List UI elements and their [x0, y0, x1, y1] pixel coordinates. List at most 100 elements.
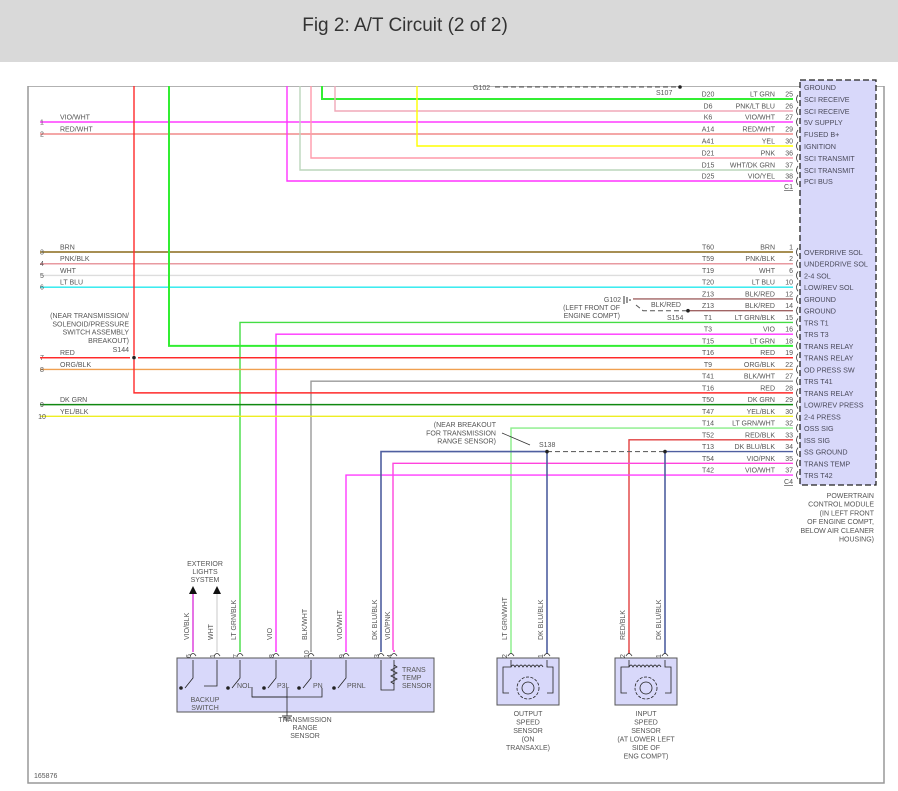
pcm-pin-number: 37: [785, 468, 793, 475]
trs-name-label: RANGE: [293, 725, 318, 732]
trs-switch-contact: [337, 660, 347, 689]
wire-color-label: PNK/LT BLU: [736, 104, 775, 111]
output-speed-sensor-name-label: SENSOR: [513, 728, 543, 735]
circuit-id: T16: [702, 385, 714, 392]
circuit-id: T52: [702, 432, 714, 439]
output-speed-sensor-pickup: [546, 660, 554, 694]
s107-splice-dot: [678, 85, 682, 89]
pcm-pin-number: 2: [789, 256, 793, 263]
connector-cavity-icon: [390, 653, 398, 657]
left-wire-number: 7: [40, 355, 44, 362]
wire-color-label: RED/WHT: [742, 127, 775, 134]
input-speed-sensor-wire-label: DK BLU/BLK: [656, 599, 663, 640]
pcm-function-label: IGNITION: [804, 142, 836, 151]
wire-red: [133, 86, 793, 394]
left-wire-color-label: LT BLU: [60, 280, 83, 287]
pcm-function-label: GROUND: [804, 307, 836, 316]
switch-pivot: [297, 686, 301, 690]
pcm-pin-number: 29: [785, 127, 793, 134]
circuit-id: A41: [702, 139, 715, 146]
connector-cavity-icon: [796, 412, 799, 421]
connector-cavity-icon: [796, 459, 799, 468]
connector-cavity-icon: [213, 653, 221, 657]
connector-cavity-icon: [796, 176, 799, 186]
input-speed-sensor-name-label: SPEED: [634, 720, 658, 727]
pcm-function-label: SS GROUND: [804, 448, 848, 457]
circuit-id: T42: [702, 468, 714, 475]
circuit-id: Z13: [702, 303, 714, 310]
trs-pin-number: 7: [233, 654, 240, 658]
connector-cavity-icon: [625, 653, 633, 657]
wire-vio: [275, 333, 793, 650]
circuit-id: T9: [704, 362, 712, 369]
circuit-id: D20: [702, 92, 715, 99]
wire-color-label: VIO: [763, 327, 776, 334]
s138-location-note: (NEAR BREAKOUT: [434, 422, 497, 429]
s138-location-note: RANGE SENSOR): [437, 439, 496, 446]
s144-location-note: (NEAR TRANSMISSION/: [50, 313, 129, 320]
arrow-up-icon: [213, 586, 221, 594]
pcm-pin-number: 18: [785, 338, 793, 345]
output-speed-sensor-pickup: [502, 660, 512, 694]
left-wire-number: 9: [40, 402, 44, 409]
s138-splice-dot: [545, 449, 549, 454]
input-speed-sensor-name-label: ENG COMPT): [624, 754, 669, 761]
pcm-function-label: SCI TRANSMIT: [804, 154, 855, 163]
circuit-id: D6: [704, 104, 713, 111]
temp-sensor-loop: [380, 660, 395, 691]
connector-cavity-icon: [272, 653, 280, 657]
connector-cavity-icon: [236, 653, 244, 657]
trs-pin-number: 1: [210, 654, 217, 658]
pcm-pin-number: 33: [785, 432, 793, 439]
left-wire-color-label: RED: [60, 350, 75, 357]
trs-pin-number: 4: [387, 654, 394, 658]
ground-icon: [623, 296, 631, 304]
wire-color-label: VIO/PNK: [747, 456, 776, 463]
pcm-name-label: CONTROL MODULE: [808, 502, 874, 509]
exterior-lights-label: SYSTEM: [191, 577, 220, 584]
s144-location-note: BREAKOUT): [88, 338, 129, 345]
trs-name-label: SENSOR: [290, 733, 320, 740]
pcm-function-label: FUSED B+: [804, 130, 839, 139]
connector-cavity-icon: [796, 365, 799, 374]
output-speed-sensor-name-label: SPEED: [516, 720, 540, 727]
left-wire-color-label: DK GRN: [60, 397, 87, 404]
pcm-pin-number: 28: [785, 385, 793, 392]
pcm-function-label: SCI TRANSMIT: [804, 166, 855, 175]
pcm-pin-number: 34: [785, 444, 793, 451]
left-wire-number: 6: [40, 285, 44, 292]
wire-wht-dk-grn: [299, 86, 793, 171]
pcm-pin-number: 38: [785, 174, 793, 181]
pcm-function-label: TRANS RELAY: [804, 354, 854, 363]
pcm-pin-number: 15: [785, 315, 793, 322]
pcm-module-box: [799, 79, 877, 486]
pcm-function-label: TRANS RELAY: [804, 342, 854, 351]
switch-pivot: [226, 686, 230, 690]
connector-cavity-icon: [796, 353, 799, 362]
switch-label-nol: NOL: [237, 683, 252, 690]
connector-cavity-icon: [796, 247, 799, 257]
wire-vio-yel: [286, 86, 793, 182]
wire-blk-wht: [310, 380, 793, 650]
left-wire-color-label: VIO/WHT: [60, 115, 91, 122]
circuit-id: T59: [702, 256, 714, 263]
left-wire-number: 4: [40, 261, 44, 268]
g102-location-note: (LEFT FRONT OF: [563, 305, 620, 312]
connector-cavity-icon: [796, 318, 799, 327]
g102-location-note: ENGINE COMPT): [564, 313, 620, 320]
trs-name-label: TRANSMISSION: [278, 717, 331, 724]
circuit-id: T15: [702, 338, 714, 345]
circuit-id: T60: [702, 245, 714, 252]
wire-color-label: PNK: [761, 151, 776, 158]
trans-temp-sensor-label: TRANS: [402, 667, 426, 674]
wire-vio-wht: [345, 474, 793, 650]
circuit-id: T13: [702, 444, 714, 451]
circuit-id: T14: [702, 421, 714, 428]
s138-label: S138: [539, 442, 555, 449]
pcm-function-label: TRS T41: [804, 377, 833, 386]
wire-color-label: DK GRN: [748, 397, 775, 404]
connector-cavity-icon: [796, 294, 799, 304]
exterior-lights-label: EXTERIOR: [187, 561, 223, 568]
pcm-pin-number: 37: [785, 163, 793, 170]
